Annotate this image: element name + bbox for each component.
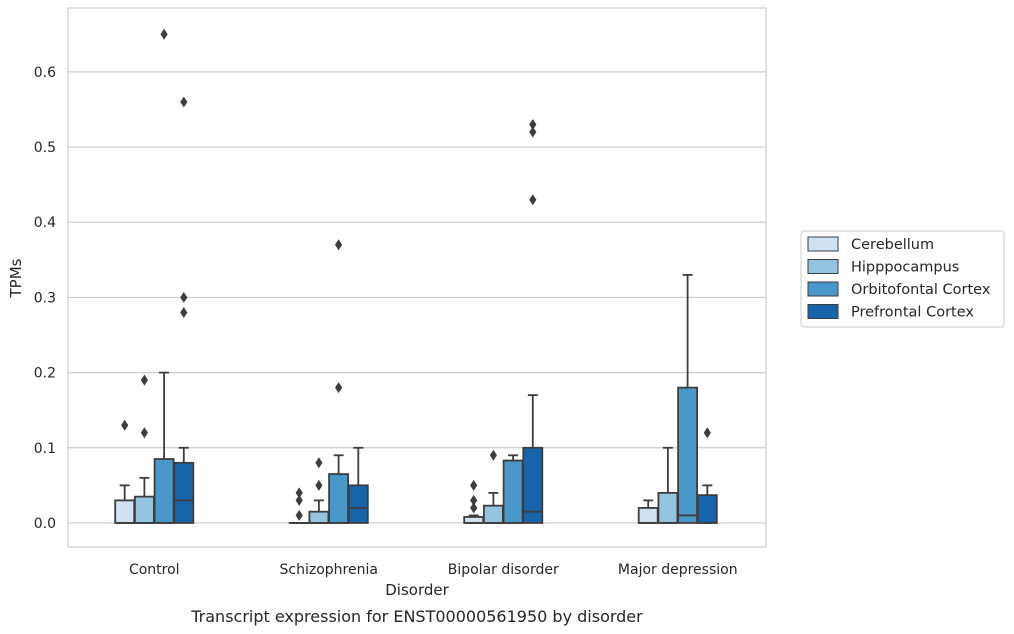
outlier-point bbox=[180, 306, 188, 318]
box bbox=[114, 499, 136, 524]
outlier-point bbox=[335, 239, 343, 251]
y-tick-label: 0.6 bbox=[34, 65, 56, 81]
box bbox=[522, 446, 544, 524]
legend-label: Orbitofontal Cortex bbox=[851, 282, 991, 298]
legend-swatch bbox=[807, 281, 839, 297]
outlier-point bbox=[160, 28, 168, 40]
x-tick-label: Major depression bbox=[618, 562, 738, 578]
outlier-point bbox=[470, 502, 478, 514]
legend-label: Cerebellum bbox=[851, 237, 934, 253]
box bbox=[677, 386, 698, 524]
legend-label: Prefrontal Cortex bbox=[851, 305, 974, 321]
y-tick-label: 0.4 bbox=[34, 215, 56, 231]
box-plot bbox=[696, 427, 718, 524]
box-group bbox=[288, 239, 369, 524]
box-plot bbox=[502, 454, 524, 524]
chart-caption: Transcript expression for ENST0000056195… bbox=[190, 607, 643, 626]
legend: Cerebellum Hipppocampus Orbitofontal Corte… bbox=[800, 230, 1005, 328]
outlier-point bbox=[315, 457, 323, 469]
box bbox=[308, 510, 330, 524]
outlier-point bbox=[529, 194, 537, 206]
box-plot bbox=[522, 119, 544, 524]
outlier-point bbox=[295, 487, 303, 499]
box bbox=[328, 473, 350, 524]
legend-item: Hipppocampus bbox=[807, 259, 959, 276]
legend-item: Cerebellum bbox=[807, 236, 934, 253]
outlier-point bbox=[489, 449, 497, 461]
plot-frame bbox=[67, 7, 767, 548]
legend-item: Orbitofontal Cortex bbox=[807, 281, 991, 298]
box bbox=[347, 484, 369, 524]
box-group bbox=[114, 28, 195, 524]
box bbox=[463, 516, 485, 524]
legend-swatch bbox=[807, 259, 839, 274]
box bbox=[153, 458, 175, 524]
outlier-point bbox=[295, 494, 303, 506]
box-group bbox=[463, 119, 544, 524]
y-tick-label: 0.3 bbox=[34, 290, 56, 306]
y-tick-label: 0.1 bbox=[34, 441, 56, 457]
legend-swatch bbox=[807, 304, 839, 319]
box-plot bbox=[347, 446, 369, 524]
box bbox=[637, 507, 659, 524]
legend-swatch bbox=[807, 236, 839, 252]
outlier-point bbox=[140, 374, 148, 386]
box bbox=[133, 495, 155, 524]
outlier-point bbox=[315, 479, 323, 491]
box-plot bbox=[114, 419, 136, 524]
x-tick-label: Schizophrenia bbox=[280, 562, 378, 578]
box-group bbox=[637, 273, 718, 524]
outlier-point bbox=[470, 479, 478, 491]
y-tick-labels: 0.0 0.1 0.2 0.3 0.4 0.5 0.6 bbox=[34, 65, 56, 532]
x-tick-labels: Control Schizophrenia Bipolar disorder Majo… bbox=[129, 562, 738, 578]
outlier-point bbox=[470, 494, 478, 506]
x-axis-title: Disorder bbox=[385, 581, 449, 599]
y-axis-title: TPMs bbox=[7, 258, 25, 298]
outlier-point bbox=[529, 119, 537, 131]
y-tick-label: 0.5 bbox=[34, 140, 56, 156]
outlier-point bbox=[703, 427, 711, 439]
box-groups bbox=[114, 28, 718, 524]
box bbox=[502, 459, 524, 524]
outlier-point bbox=[335, 382, 343, 394]
outlier-point bbox=[140, 427, 148, 439]
outlier-point bbox=[121, 419, 129, 431]
box bbox=[173, 461, 195, 524]
x-tick-label: Control bbox=[129, 562, 180, 578]
y-tick-label: 0.2 bbox=[34, 366, 56, 382]
outlier-point bbox=[529, 126, 537, 138]
box-plot bbox=[677, 273, 698, 524]
outlier-point bbox=[180, 96, 188, 108]
x-tick-label: Bipolar disorder bbox=[448, 562, 559, 578]
box bbox=[657, 491, 679, 524]
box-plot bbox=[637, 499, 659, 524]
box bbox=[482, 504, 504, 524]
box bbox=[696, 494, 718, 524]
box-plot bbox=[153, 28, 175, 524]
outlier-point bbox=[180, 291, 188, 303]
y-tick-label: 0.0 bbox=[34, 516, 56, 532]
legend-label: Hipppocampus bbox=[851, 260, 959, 276]
legend-frame bbox=[800, 230, 1005, 328]
outlier-point bbox=[295, 509, 303, 521]
box-plot bbox=[173, 96, 195, 524]
legend-item: Prefrontal Cortex bbox=[807, 304, 974, 321]
box-plot bbox=[288, 487, 310, 524]
